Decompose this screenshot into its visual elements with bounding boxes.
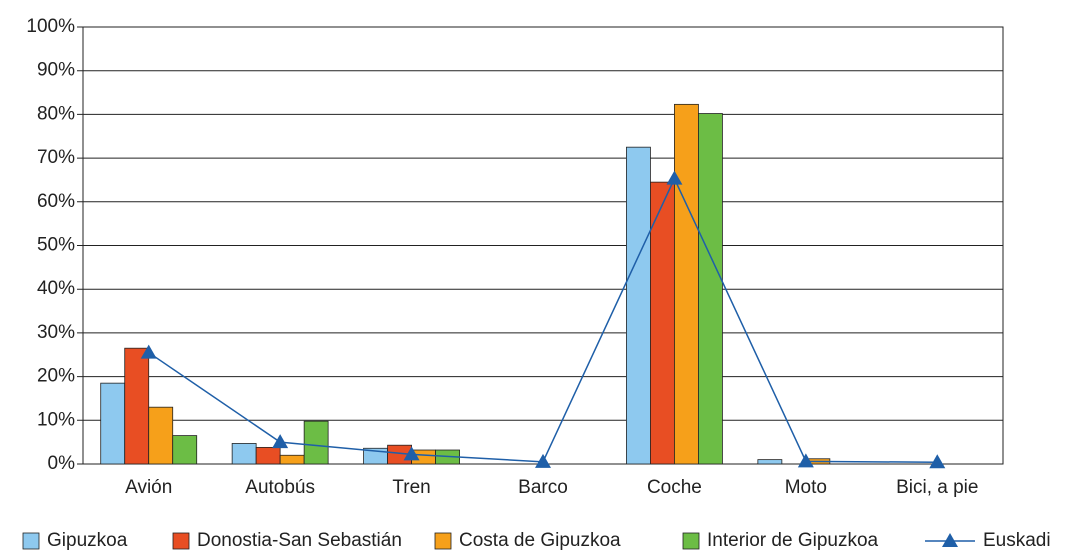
legend-swatch [682, 532, 700, 550]
x-tick-label: Moto [785, 477, 827, 498]
bar [148, 406, 174, 465]
y-tick-label: 0% [48, 453, 76, 474]
bar [100, 382, 126, 465]
marker [535, 453, 551, 468]
marker [140, 344, 157, 359]
legend-swatch [22, 532, 40, 550]
x-tick-label: Barco [518, 477, 568, 498]
y-tick-label: 20% [37, 366, 75, 387]
y-tick-label: 30% [37, 322, 75, 343]
legend-label: Costa de Gipuzkoa [459, 530, 621, 551]
bar [231, 443, 257, 465]
legend-swatch [434, 532, 452, 550]
bar [124, 347, 150, 465]
y-tick-label: 10% [37, 409, 75, 430]
bar [255, 446, 281, 465]
x-tick-label: Tren [392, 477, 430, 498]
bar [172, 435, 198, 465]
marker [272, 434, 289, 449]
bar [279, 454, 305, 465]
marker [929, 454, 946, 469]
marker [797, 453, 814, 468]
legend-label: Interior de Gipuzkoa [707, 530, 879, 551]
legend-label: Donostia-San Sebastián [197, 530, 402, 551]
line [148, 176, 938, 464]
bar [674, 103, 699, 465]
legend-marker [942, 533, 958, 547]
y-tick-label: 90% [37, 60, 75, 81]
legend-label: Euskadi [983, 530, 1051, 551]
legend-swatch [172, 532, 190, 550]
x-tick-label: Bici, a pie [896, 477, 978, 498]
x-tick-label: Avión [125, 477, 172, 498]
legend-label: Gipuzkoa [47, 530, 128, 551]
bar [757, 459, 783, 465]
marker [403, 446, 420, 461]
y-tick-label: 60% [37, 191, 75, 212]
bar [698, 113, 723, 465]
bar [303, 420, 329, 465]
y-tick-label: 40% [37, 278, 75, 299]
x-tick-label: Coche [647, 477, 702, 498]
y-tick-label: 100% [26, 16, 75, 37]
bar [626, 146, 651, 465]
y-tick-label: 70% [37, 147, 75, 168]
y-tick-label: 80% [37, 103, 75, 124]
y-tick-label: 50% [37, 235, 75, 256]
bar [650, 181, 675, 465]
x-tick-label: Autobús [245, 477, 315, 498]
marker [666, 170, 683, 185]
